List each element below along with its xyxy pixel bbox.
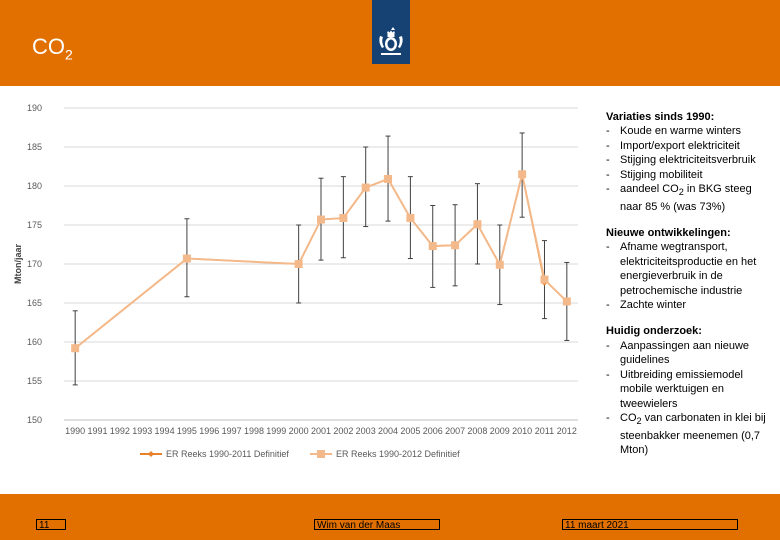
x-tick-label: 1991 xyxy=(88,426,108,436)
data-point xyxy=(495,260,504,269)
data-point xyxy=(294,260,303,268)
error-bars xyxy=(72,132,570,386)
notes-section-variations: Variaties sinds 1990: Koude en warme win… xyxy=(606,110,776,214)
notes-heading-research: Huidig onderzoek: xyxy=(606,325,702,338)
x-tick-label: 2011 xyxy=(535,426,554,436)
y-tick-label: 185 xyxy=(27,142,42,152)
x-tick-label: 2000 xyxy=(289,426,309,436)
note-item: Uitbreiding emissiemodel mobile werktuig… xyxy=(606,368,776,411)
note-subscript: 2 xyxy=(636,416,642,427)
y-tick-label: 160 xyxy=(27,337,42,347)
note-text: aandeel CO xyxy=(620,183,679,196)
note-item: Stijging mobiliteit xyxy=(606,168,776,183)
data-point xyxy=(339,213,348,222)
data-point xyxy=(361,183,370,192)
x-tick-label: 1999 xyxy=(266,426,286,436)
note-item: aandeel CO2 in BKG steeg naar 85 % (was … xyxy=(606,182,776,214)
y-tick-label: 180 xyxy=(27,181,42,191)
y-axis: 150 155 160 165 170 175 180 185 190 Mton/jaar xyxy=(13,103,42,425)
x-tick-label: 2012 xyxy=(557,426,577,436)
footer-bar xyxy=(0,494,780,540)
y-tick-label: 190 xyxy=(27,103,42,113)
page-number: 11 xyxy=(36,519,66,531)
series-lines xyxy=(71,170,571,353)
title-main: CO xyxy=(32,34,65,59)
note-item: Aanpassingen aan nieuwe guidelines xyxy=(606,339,776,368)
x-tick-label: 2004 xyxy=(378,426,398,436)
chart-svg: 150 155 160 165 170 175 180 185 190 Mton/jaar 199… xyxy=(13,103,578,459)
y-tick-label: 155 xyxy=(27,376,42,386)
data-point xyxy=(473,220,482,229)
note-text: CO xyxy=(620,411,637,424)
series-line xyxy=(74,174,546,349)
x-tick-label: 2002 xyxy=(333,426,353,436)
page-title: CO2 xyxy=(32,34,73,67)
note-item: Import/export elektriciteit xyxy=(606,139,776,154)
co2-emissions-chart: 150 155 160 165 170 175 180 185 190 Mton/jaar 199… xyxy=(12,96,580,468)
data-point xyxy=(428,242,437,251)
x-tick-label: 1998 xyxy=(244,426,264,436)
x-tick-label: 2001 xyxy=(311,426,331,436)
note-text: van carbonaten in klei bij steenbakker m… xyxy=(620,411,766,456)
notes-section-developments: Nieuwe ontwikkelingen: Afname wegtranspo… xyxy=(606,226,776,313)
data-point xyxy=(182,254,191,263)
note-item: Afname wegtransport, elektriciteitsprodu… xyxy=(606,240,776,298)
x-tick-label: 2008 xyxy=(467,426,487,436)
data-point xyxy=(384,174,393,183)
y-tick-label: 150 xyxy=(27,415,42,425)
footer-author: Wim van der Maas xyxy=(314,519,440,531)
x-tick-label: 1990 xyxy=(65,426,85,436)
footer-date: 11 maart 2021 xyxy=(562,519,738,531)
title-subscript: 2 xyxy=(65,46,73,63)
x-tick-label: 1997 xyxy=(222,426,242,436)
data-point xyxy=(540,275,549,284)
x-tick-label: 2005 xyxy=(400,426,420,436)
x-tick-label: 1996 xyxy=(199,426,219,436)
y-tick-label: 165 xyxy=(27,298,42,308)
legend-label: ER Reeks 1990-2011 Definitief xyxy=(166,449,289,459)
data-point xyxy=(71,344,80,353)
legend-marker xyxy=(317,450,325,458)
x-tick-label: 2009 xyxy=(490,426,510,436)
notes-panel: Variaties sinds 1990: Koude en warme win… xyxy=(606,110,776,469)
x-tick-label: 1995 xyxy=(177,426,197,436)
notes-section-research: Huidig onderzoek: Aanpassingen aan nieuw… xyxy=(606,324,776,457)
note-subscript: 2 xyxy=(678,187,684,198)
x-tick-label: 1993 xyxy=(132,426,152,436)
y-axis-label: Mton/jaar xyxy=(13,244,23,285)
note-text: in BKG steeg naar 85 % (was 73%) xyxy=(620,183,752,213)
x-tick-label: 1992 xyxy=(110,426,130,436)
x-tick-label: 1994 xyxy=(155,426,175,436)
note-item: Stijging elektriciteitsverbruik xyxy=(606,153,776,168)
logo-band xyxy=(372,0,410,64)
data-point xyxy=(518,170,527,179)
chart-legend: ER Reeks 1990-2011 Definitief ER Reeks 19… xyxy=(140,449,460,459)
data-point xyxy=(317,215,325,224)
y-tick-label: 175 xyxy=(27,220,42,230)
y-tick-label: 170 xyxy=(27,259,42,269)
data-point xyxy=(562,297,571,306)
x-tick-label: 2006 xyxy=(423,426,443,436)
legend-label: ER Reeks 1990-2012 Definitief xyxy=(336,449,460,459)
x-tick-label: 2003 xyxy=(356,426,376,436)
data-point xyxy=(406,213,415,222)
x-axis: 1990 1991 1992 1993 1994 1995 1996 1997 1998 1999… xyxy=(64,419,578,436)
x-tick-label: 2007 xyxy=(445,426,465,436)
notes-heading-variations: Variaties sinds 1990: xyxy=(606,111,715,123)
note-item: Koude en warme winters xyxy=(606,124,776,139)
x-tick-label: 2010 xyxy=(512,426,532,436)
notes-heading-developments: Nieuwe ontwikkelingen: xyxy=(606,227,731,240)
note-item: CO2 van carbonaten in klei bij steenbakk… xyxy=(606,411,776,457)
data-point xyxy=(451,241,460,250)
note-item: Zachte winter xyxy=(606,298,776,313)
legend-marker xyxy=(148,451,154,457)
crest-logo-icon xyxy=(379,27,403,55)
